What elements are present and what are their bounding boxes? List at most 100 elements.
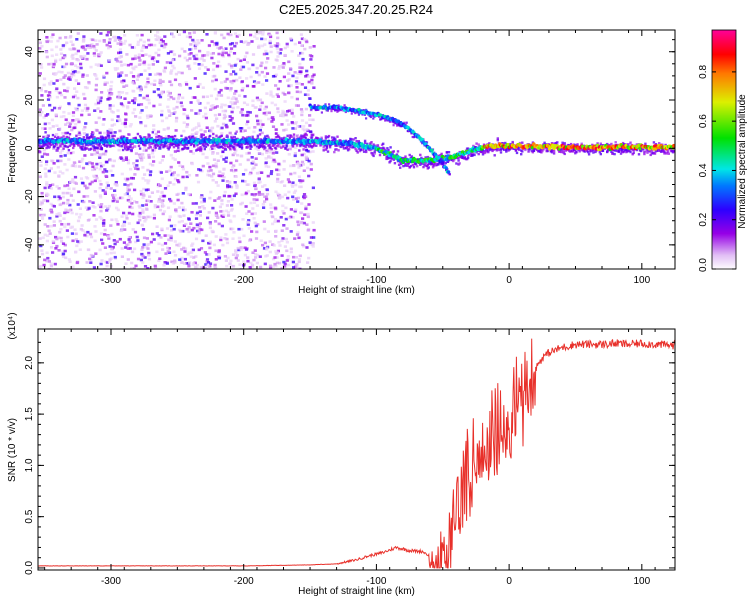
- noise-cell: [208, 262, 213, 265]
- noise-cell: [308, 150, 312, 154]
- noise-cell: [188, 227, 192, 231]
- noise-cell: [71, 111, 76, 114]
- noise-cell: [217, 113, 222, 116]
- noise-cell: [59, 154, 63, 158]
- noise-cell: [265, 192, 270, 196]
- noise-cell: [42, 199, 46, 202]
- track-halo: [98, 142, 101, 146]
- noise-cell: [57, 187, 61, 190]
- noise-cell: [246, 43, 250, 46]
- noise-cell: [162, 204, 166, 208]
- noise-cell: [176, 173, 180, 177]
- noise-cell: [136, 43, 140, 46]
- noise-cell: [302, 245, 306, 248]
- track-halo: [563, 143, 566, 146]
- track-halo: [279, 137, 282, 140]
- noise-cell: [206, 68, 210, 71]
- track-halo: [221, 146, 225, 150]
- track-halo: [322, 146, 325, 149]
- noise-cell: [283, 264, 287, 268]
- noise-cell: [188, 261, 192, 264]
- noise-cell: [207, 44, 211, 47]
- noise-cell: [58, 151, 63, 154]
- track-halo: [562, 151, 565, 154]
- track-halo: [326, 150, 330, 153]
- noise-cell: [76, 240, 80, 243]
- noise-cell: [44, 135, 48, 138]
- noise-cell: [231, 102, 235, 106]
- noise-cell: [197, 67, 202, 70]
- noise-cell: [261, 192, 265, 196]
- noise-cell: [126, 161, 131, 165]
- noise-cell: [55, 215, 59, 218]
- noise-cell: [40, 217, 45, 220]
- noise-cell: [191, 38, 195, 42]
- noise-cell: [141, 204, 145, 207]
- track-halo: [211, 147, 214, 150]
- noise-cell: [308, 241, 312, 244]
- noise-cell: [211, 178, 215, 182]
- noise-cell: [98, 194, 102, 197]
- track-halo: [162, 137, 165, 140]
- noise-cell: [57, 249, 61, 252]
- noise-cell: [263, 107, 267, 111]
- noise-cell: [220, 199, 224, 202]
- track-halo: [482, 150, 486, 153]
- noise-cell: [239, 59, 243, 63]
- noise-cell: [73, 87, 77, 90]
- noise-cell: [64, 36, 68, 39]
- noise-cell: [53, 106, 57, 110]
- noise-cell: [311, 118, 315, 122]
- noise-cell: [293, 154, 297, 158]
- noise-cell: [192, 40, 196, 44]
- noise-cell: [163, 187, 168, 190]
- noise-cell: [205, 33, 209, 36]
- noise-cell: [267, 117, 271, 121]
- noise-cell: [256, 223, 260, 226]
- noise-cell: [66, 210, 70, 214]
- track-halo: [621, 141, 625, 145]
- noise-cell: [48, 91, 52, 94]
- noise-cell: [49, 80, 53, 83]
- track-halo: [504, 141, 507, 145]
- noise-cell: [129, 197, 133, 200]
- noise-cell: [120, 172, 124, 176]
- track-halo: [410, 155, 413, 158]
- noise-cell: [241, 65, 246, 69]
- noise-cell: [130, 46, 134, 49]
- noise-cell: [174, 72, 178, 76]
- noise-cell: [129, 167, 133, 171]
- noise-cell: [76, 203, 80, 206]
- noise-cell: [274, 264, 278, 268]
- noise-cell: [289, 215, 293, 219]
- noise-cell: [312, 236, 316, 239]
- noise-cell: [75, 90, 79, 93]
- noise-cell: [174, 119, 178, 123]
- noise-cell: [267, 154, 271, 158]
- noise-cell: [195, 57, 199, 61]
- noise-cell: [137, 214, 141, 217]
- track-halo: [305, 133, 308, 137]
- noise-cell: [43, 167, 47, 171]
- noise-cell: [52, 224, 56, 227]
- track-halo: [586, 150, 590, 154]
- noise-cell: [251, 104, 255, 107]
- noise-cell: [253, 212, 257, 215]
- noise-cell: [198, 206, 202, 209]
- noise-cell: [70, 55, 74, 58]
- noise-cell: [93, 239, 97, 243]
- noise-cell: [230, 116, 234, 120]
- noise-cell: [244, 114, 248, 117]
- noise-cell: [309, 162, 313, 166]
- noise-cell: [93, 109, 97, 112]
- noise-cell: [149, 240, 153, 244]
- noise-cell: [77, 165, 81, 168]
- noise-cell: [275, 59, 279, 62]
- track-halo: [654, 143, 658, 146]
- noise-cell: [278, 194, 282, 197]
- noise-cell: [292, 266, 296, 269]
- noise-cell: [61, 45, 65, 49]
- noise-cell: [270, 101, 274, 105]
- noise-cell: [103, 168, 107, 171]
- noise-cell: [271, 75, 276, 78]
